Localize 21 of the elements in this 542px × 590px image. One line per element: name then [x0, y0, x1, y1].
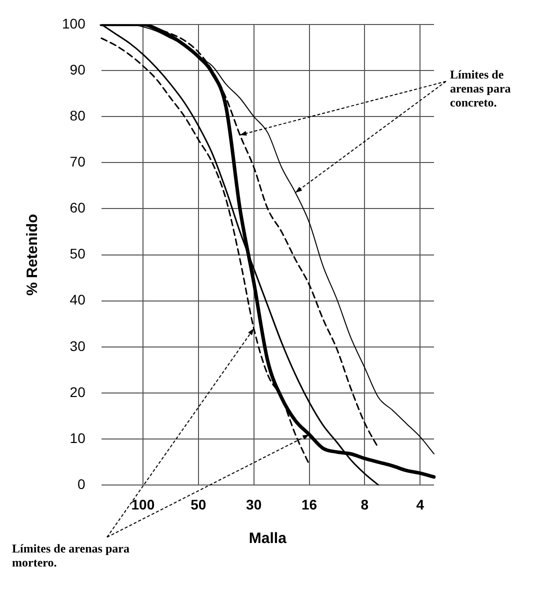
x-tick-label: 16	[301, 496, 318, 512]
y-tick-label: 40	[70, 292, 86, 308]
x-tick-label: 4	[416, 496, 424, 512]
y-tick-label: 20	[70, 384, 86, 400]
x-tick-label: 30	[246, 496, 262, 512]
y-tick-label: 60	[70, 200, 86, 216]
y-tick-label: 50	[70, 246, 86, 262]
y-axis-title: % Retenido	[24, 214, 42, 296]
y-tick-label: 100	[62, 15, 86, 32]
y-tick-label: 70	[70, 154, 86, 170]
y-tick-label: 80	[70, 107, 86, 124]
text: Límites de arenas para mortero.	[12, 541, 130, 570]
x-tick-label: 100	[131, 496, 155, 512]
y-tick-label: 0	[78, 476, 86, 492]
y-tick-label: 10	[70, 430, 86, 446]
y-tick-label: 30	[70, 338, 86, 354]
text: Límites de arenas para concreto.	[450, 67, 511, 110]
x-tick-label: 8	[360, 496, 369, 512]
x-tick-label: 50	[190, 496, 206, 512]
x-axis-title: Malla	[248, 530, 288, 548]
y-tick-label: 90	[70, 61, 86, 78]
